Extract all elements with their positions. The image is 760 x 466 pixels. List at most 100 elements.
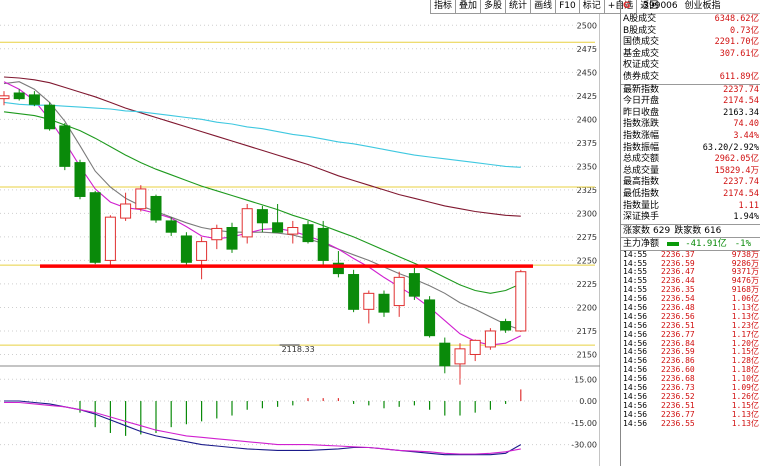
decliners-label: 跌家数 bbox=[674, 225, 702, 236]
tick-list[interactable]: 14:55 2236.37 9738万 14:55 2236.59 9286万 14:55 2… bbox=[621, 249, 760, 429]
y-tick-label: 2325 bbox=[577, 186, 597, 195]
candle-body bbox=[408, 273, 420, 297]
tick-row: 14:55 2236.47 9371万 bbox=[621, 268, 760, 277]
tick-time: 14:55 bbox=[623, 285, 648, 295]
candle-body bbox=[13, 92, 25, 100]
tick-volume: 1.10亿 bbox=[731, 374, 759, 384]
tick-row: 14:56 2236.51 1.23亿 bbox=[621, 321, 760, 331]
tick-price: 2236.60 bbox=[661, 365, 695, 375]
tick-volume: 1.17亿 bbox=[731, 329, 759, 339]
tick-time: 14:56 bbox=[623, 347, 648, 357]
tick-row: 14:56 2236.60 1.18亿 bbox=[621, 365, 760, 375]
tick-volume: 1.15亿 bbox=[731, 347, 759, 357]
indicator-tick-label: -30.00 bbox=[571, 441, 597, 450]
index-stat-row-value: 63.20/2.92% bbox=[702, 142, 759, 153]
advance-decline-row: 涨家数 629 跌家数 616 bbox=[621, 223, 760, 237]
index-code: 399006 bbox=[643, 1, 678, 11]
turnover-row-value: 611.89亿 bbox=[719, 71, 759, 82]
tick-row: 14:56 2236.68 1.10亿 bbox=[621, 374, 760, 384]
candle-body bbox=[348, 274, 360, 310]
tick-volume: 1.06亿 bbox=[731, 294, 759, 304]
net-flow-bar bbox=[667, 241, 680, 246]
tick-price: 2236.54 bbox=[661, 294, 695, 304]
tick-time: 14:56 bbox=[623, 400, 648, 410]
tick-row: 14:56 2236.59 1.15亿 bbox=[621, 348, 760, 357]
tick-row: 14:55 2236.59 9286万 bbox=[621, 259, 760, 269]
tick-price: 2236.44 bbox=[661, 276, 695, 286]
candle-body bbox=[424, 299, 436, 337]
y-tick-label: 2425 bbox=[577, 92, 597, 101]
turnover-row-label: 国债成交 bbox=[623, 37, 660, 48]
index-stat-row-value: 3.44% bbox=[733, 130, 759, 141]
toolbar-button-3[interactable]: 统计 bbox=[505, 0, 530, 13]
toolbar-button-4[interactable]: 画线 bbox=[530, 0, 555, 13]
tick-time: 14:55 bbox=[623, 276, 648, 286]
tick-row: 14:56 2236.51 1.15亿 bbox=[621, 400, 760, 411]
tick-price: 2236.56 bbox=[661, 311, 695, 321]
candle-body bbox=[120, 203, 132, 219]
toolbar-button-6[interactable]: 标记 bbox=[578, 0, 604, 13]
tick-time: 14:56 bbox=[623, 303, 648, 313]
y-tick-label: 2225 bbox=[577, 280, 597, 289]
candle-body bbox=[500, 321, 512, 331]
tick-volume: 1.09亿 bbox=[731, 383, 759, 393]
toolbar-button-1[interactable]: 叠加 bbox=[455, 0, 480, 13]
panel-header: G 399006 创业板指 bbox=[621, 0, 760, 14]
turnover-row: B股成交 0.73亿 bbox=[621, 26, 760, 38]
index-stats-list: 最新指数 2237.74 今日开盘 2174.54 昨日收盘 2163.34 指数涨跌 74.… bbox=[621, 85, 760, 224]
index-stat-row: 最高指数 2237.74 bbox=[621, 177, 760, 189]
index-stat-row-value: 1.94% bbox=[733, 212, 759, 223]
candle-body bbox=[226, 227, 238, 250]
turnover-row-label: 基金成交 bbox=[623, 48, 660, 59]
tick-price: 2236.84 bbox=[661, 338, 695, 348]
group-marker: G bbox=[623, 1, 631, 11]
toolbar-button-5[interactable]: F10 bbox=[555, 0, 579, 13]
tick-price: 2236.47 bbox=[661, 267, 695, 277]
tick-volume: 1.18亿 bbox=[731, 365, 759, 375]
index-stat-row-label: 今日开盘 bbox=[623, 96, 660, 107]
index-stat-row-label: 昨日收盘 bbox=[623, 107, 660, 118]
index-stat-row: 总成交量 15829.4万 bbox=[621, 166, 760, 178]
turnover-row: 基金成交 307.61亿 bbox=[621, 49, 760, 61]
candle-body bbox=[484, 330, 496, 348]
index-stat-row-label: 总成交量 bbox=[623, 165, 660, 176]
candle-body bbox=[439, 342, 451, 367]
candle-body bbox=[256, 209, 268, 224]
y-tick-label: 2175 bbox=[577, 327, 597, 336]
tick-volume: 9738万 bbox=[731, 249, 759, 259]
y-tick-label: 2500 bbox=[577, 21, 597, 30]
tick-price: 2236.35 bbox=[661, 285, 695, 295]
turnover-row-value: 2291.70亿 bbox=[714, 37, 759, 48]
candle-body bbox=[89, 192, 101, 263]
index-stat-row-label: 指数涨跌 bbox=[623, 119, 660, 130]
tick-volume: 9476万 bbox=[731, 276, 759, 286]
low-price-label: 2118.33 bbox=[282, 345, 315, 354]
tick-time: 14:55 bbox=[623, 267, 648, 277]
index-stat-row: 指数涨幅 3.44% bbox=[621, 131, 760, 143]
tick-volume: 1.15亿 bbox=[731, 400, 759, 410]
toolbar-button-0[interactable]: 指标 bbox=[430, 0, 455, 13]
tick-volume: 9371万 bbox=[731, 267, 759, 277]
kline-chart[interactable]: 2500 2475 2450 2425 2400 2375 2350 2325 2300 2275… bbox=[0, 0, 600, 466]
y-tick-label: 2375 bbox=[577, 139, 597, 148]
main-net-flow-row: 主力净额 -41.91亿 -1% bbox=[621, 236, 760, 251]
index-stat-row: 昨日收盘 2163.34 bbox=[621, 108, 760, 120]
tick-volume: 1.28亿 bbox=[731, 356, 759, 366]
indicator-line-dif bbox=[4, 400, 522, 456]
turnover-row: 权证成交 bbox=[621, 60, 760, 72]
index-stat-row-label: 深证换手 bbox=[623, 212, 660, 223]
advancers-count: 629 bbox=[653, 225, 671, 236]
tick-price: 2236.86 bbox=[661, 356, 695, 366]
index-stat-row: 今日开盘 2174.54 bbox=[621, 96, 760, 108]
tick-time: 14:55 bbox=[623, 249, 648, 259]
tick-volume: 1.20亿 bbox=[731, 338, 759, 348]
candle-body bbox=[317, 227, 329, 261]
candle-body bbox=[287, 227, 299, 235]
market-turnover-list: A股成交 6348.62亿 B股成交 0.73亿 国债成交 2291.70亿 基金成交 307… bbox=[621, 14, 760, 84]
tick-price: 2236.52 bbox=[661, 391, 695, 401]
tick-price: 2236.51 bbox=[661, 400, 695, 410]
tick-price: 2236.68 bbox=[661, 374, 695, 384]
toolbar-button-2[interactable]: 多股 bbox=[480, 0, 505, 13]
toolbar-button-8[interactable]: 返回 bbox=[636, 0, 661, 13]
candle-body bbox=[302, 224, 314, 243]
